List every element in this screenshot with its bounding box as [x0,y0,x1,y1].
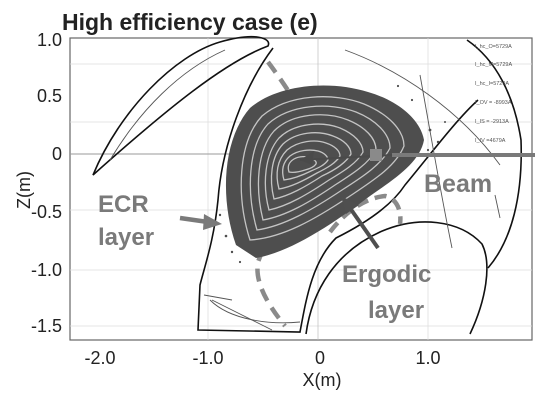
y-axis-label: Z(m) [14,171,34,209]
inner-vessel-wall [197,47,479,333]
y-tick-label: -1.5 [31,316,62,336]
edge-speckles [218,84,446,264]
ecr-label-line1: ECR [98,191,149,218]
figure-title: High efficiency case (e) [62,9,318,35]
coil-label-1: I_hc_M=5729A [475,62,512,68]
ergodic-layer-dashed [328,193,403,234]
y-axis: 1.0 0.5 0 -0.5 -1.0 -1.5 [31,30,62,336]
coil-label-2: I_hc_I=5729A [475,81,509,87]
ergodic-arrowhead [341,196,359,214]
y-tick-label: 1.0 [37,30,62,50]
x-tick-label: 0 [315,348,325,368]
x-axis-label: X(m) [303,370,342,390]
ecr-label-line2: layer [98,224,154,251]
coil-label-4: I_IS = -2913A [475,119,509,125]
beam-entry-marker [370,149,382,161]
outer-vessel-arc [466,39,523,269]
y-tick-label: -0.5 [31,202,62,222]
coil-label-5: I_IV =4679A [475,138,506,144]
x-tick-label: -1.0 [192,348,223,368]
beam [299,149,535,165]
ergodic-label-line1: Ergodic [342,261,431,288]
ergodic-label-line2: layer [368,297,424,324]
x-axis: -2.0 -1.0 0 1.0 [84,348,440,368]
field-lines [109,49,501,331]
coil-current-labels: I_hc_O=5729A I_hc_M=5729A I_hc_I=5729A I… [475,44,512,144]
plot-area [69,37,533,341]
annotations: Beam ECR layer Ergodic layer [98,170,492,324]
y-tick-label: 0 [52,144,62,164]
ergodic-arrow-shaft [348,206,380,250]
plot-frame [69,37,533,341]
beam-label: Beam [424,170,492,198]
upper-left-coil-crescent [92,35,270,176]
ecr-arrow-shaft [179,215,209,225]
plasma [218,84,446,264]
ergodic-scatter-region [225,85,424,258]
lower-right-coil [305,221,488,335]
y-tick-label: -1.0 [31,260,62,280]
vessel-structures [92,35,523,335]
x-tick-label: -2.0 [84,348,115,368]
ecr-arrowhead [203,214,222,230]
flux-surfaces [240,96,405,241]
y-tick-label: 0.5 [37,86,62,106]
coil-label-3: I_OV = -8993A [475,100,512,106]
x-tick-label: 1.0 [415,348,440,368]
coil-label-0: I_hc_O=5729A [475,44,512,50]
beam-arrowhead [300,151,314,165]
